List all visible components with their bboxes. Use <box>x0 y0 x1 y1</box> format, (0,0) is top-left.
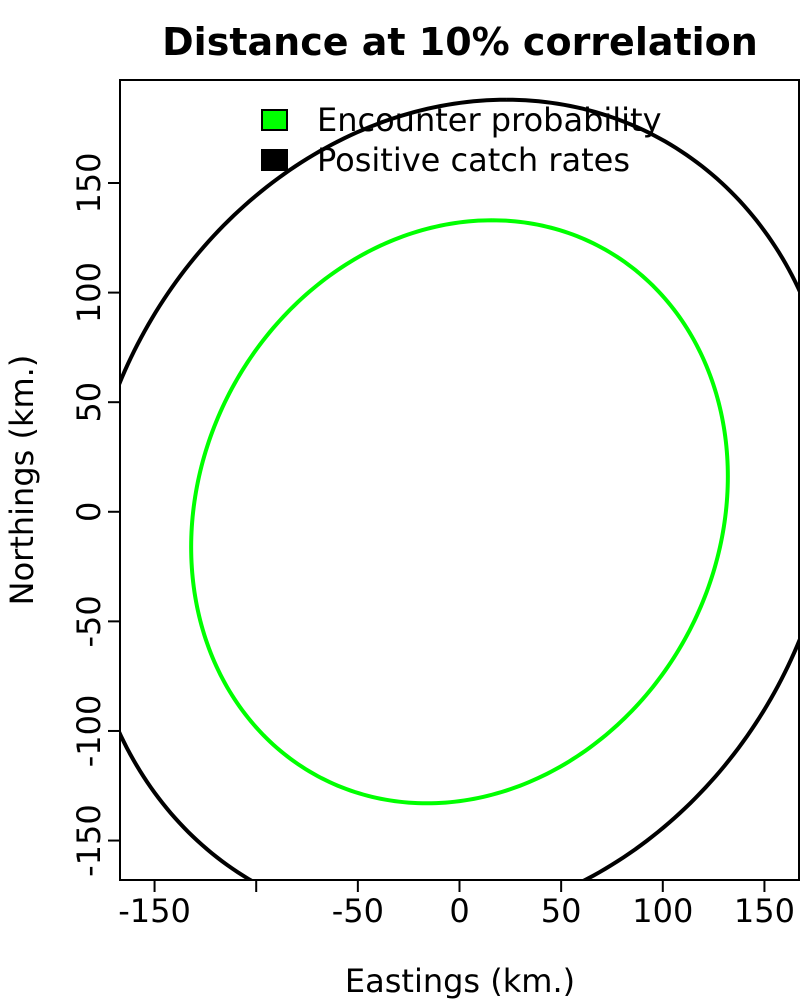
x-tick-label: -50 <box>332 892 384 930</box>
y-tick-label: -100 <box>70 695 108 768</box>
series-line <box>120 97 799 880</box>
x-tick-label: 150 <box>734 892 795 930</box>
x-tick-label: 100 <box>632 892 693 930</box>
legend-swatch <box>261 149 288 171</box>
x-axis: -150 -50 0 50 100 150 <box>118 880 795 930</box>
y-axis-label: Northings (km.) <box>3 355 41 606</box>
y-tick-label: 0 <box>70 502 108 522</box>
x-tick-label: 50 <box>541 892 582 930</box>
legend-label: Positive catch rates <box>317 141 630 179</box>
x-axis-label: Eastings (km.) <box>345 962 575 1000</box>
y-tick-label: 50 <box>70 382 108 423</box>
legend-swatch <box>261 109 288 131</box>
series-layer <box>120 97 799 880</box>
series-line <box>189 218 730 806</box>
chart-title: Distance at 10% correlation <box>162 20 758 64</box>
x-tick-label: 0 <box>449 892 469 930</box>
y-tick-label: 150 <box>70 152 108 213</box>
x-tick-label: -150 <box>118 892 191 930</box>
y-tick-label: -50 <box>70 595 108 647</box>
y-tick-label: 100 <box>70 262 108 323</box>
legend-label: Encounter probability <box>317 101 662 139</box>
y-axis: -150 -100 -50 0 50 100 150 <box>70 152 120 877</box>
plot-frame <box>119 79 800 881</box>
y-tick-label: -150 <box>70 804 108 877</box>
